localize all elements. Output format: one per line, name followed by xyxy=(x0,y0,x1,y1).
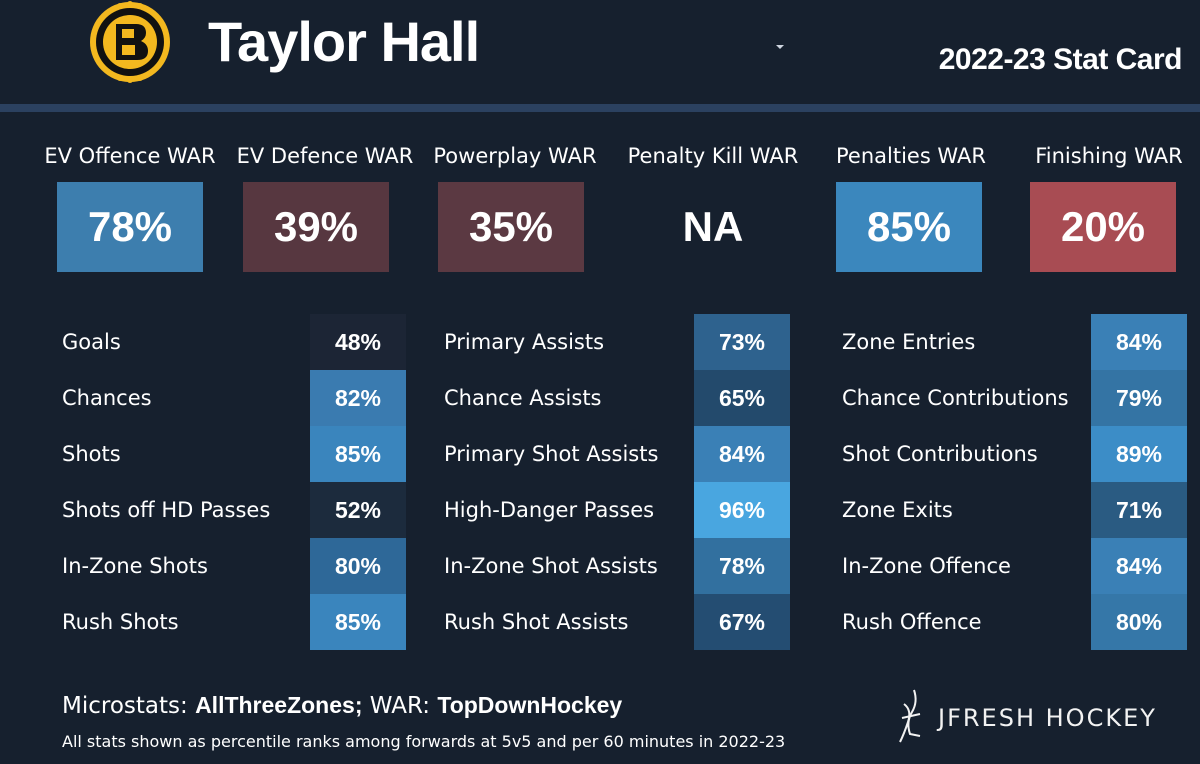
stat-value: 78% xyxy=(694,538,790,594)
stat-label: Rush Shot Assists xyxy=(444,610,629,634)
stat-label: High-Danger Passes xyxy=(444,498,655,522)
header-divider xyxy=(0,104,1200,112)
stat-label: In-Zone Offence xyxy=(842,554,1011,578)
bruins-logo-icon xyxy=(88,0,172,84)
jfresh-hockey-stick-logo-icon xyxy=(898,688,926,748)
stat-label: Zone Exits xyxy=(842,498,953,522)
war-value: NA xyxy=(640,182,786,272)
stat-label: Shots off HD Passes xyxy=(62,498,271,522)
war-value: 35% xyxy=(438,182,584,272)
stat-label: Chance Contributions xyxy=(842,386,1069,410)
war-value: 20% xyxy=(1030,182,1176,272)
caret-down-icon[interactable] xyxy=(774,36,786,49)
stat-label: Rush Shots xyxy=(62,610,179,634)
footnote: All stats shown as percentile ranks amon… xyxy=(62,732,786,751)
stat-label: Shot Contributions xyxy=(842,442,1038,466)
stat-value: 84% xyxy=(694,426,790,482)
stat-value: 85% xyxy=(310,426,406,482)
microstats-prefix: Microstats: xyxy=(62,693,196,719)
header: Taylor Hall 2022-23 Stat Card xyxy=(0,0,1200,104)
stat-label: Primary Shot Assists xyxy=(444,442,659,466)
brand: JFRESH HOCKEY xyxy=(898,688,1157,748)
stat-label: Chances xyxy=(62,386,152,410)
stat-label: Chance Assists xyxy=(444,386,602,410)
war-value: 85% xyxy=(836,182,982,272)
stat-label: In-Zone Shots xyxy=(62,554,208,578)
stat-value: 52% xyxy=(310,482,406,538)
war-prefix: WAR: xyxy=(362,693,438,719)
stat-label: In-Zone Shot Assists xyxy=(444,554,658,578)
stat-value: 67% xyxy=(694,594,790,650)
stat-label: Primary Assists xyxy=(444,330,605,354)
war-value: 78% xyxy=(57,182,203,272)
microstats-source: AllThreeZones; xyxy=(195,692,363,718)
war-title: Penalties WAR xyxy=(835,144,987,168)
stat-value: 80% xyxy=(1091,594,1187,650)
war-title: EV Offence WAR xyxy=(44,144,216,168)
stat-value: 85% xyxy=(310,594,406,650)
war-title: Penalty Kill WAR xyxy=(627,144,799,168)
stat-value: 96% xyxy=(694,482,790,538)
stat-value: 84% xyxy=(1091,314,1187,370)
stat-value: 73% xyxy=(694,314,790,370)
stat-value: 65% xyxy=(694,370,790,426)
stat-value: 79% xyxy=(1091,370,1187,426)
stat-label: Rush Offence xyxy=(842,610,982,634)
stat-value: 71% xyxy=(1091,482,1187,538)
stat-value: 89% xyxy=(1091,426,1187,482)
stat-value: 80% xyxy=(310,538,406,594)
season-label: 2022-23 Stat Card xyxy=(938,43,1183,76)
data-sources: Microstats: AllThreeZones; WAR: TopDownH… xyxy=(62,688,622,723)
stat-label: Goals xyxy=(62,330,121,354)
stat-value: 84% xyxy=(1091,538,1187,594)
war-title: Powerplay WAR xyxy=(433,144,597,168)
war-title: Finishing WAR xyxy=(1035,144,1183,168)
war-value: 39% xyxy=(243,182,389,272)
brand-name: JFRESH HOCKEY xyxy=(938,704,1157,732)
player-name: Taylor Hall xyxy=(208,10,480,73)
war-title: EV Defence WAR xyxy=(236,144,414,168)
stat-value: 82% xyxy=(310,370,406,426)
stat-value: 48% xyxy=(310,314,406,370)
war-source: TopDownHockey xyxy=(437,692,623,718)
stat-label: Zone Entries xyxy=(842,330,976,354)
stat-label: Shots xyxy=(62,442,121,466)
